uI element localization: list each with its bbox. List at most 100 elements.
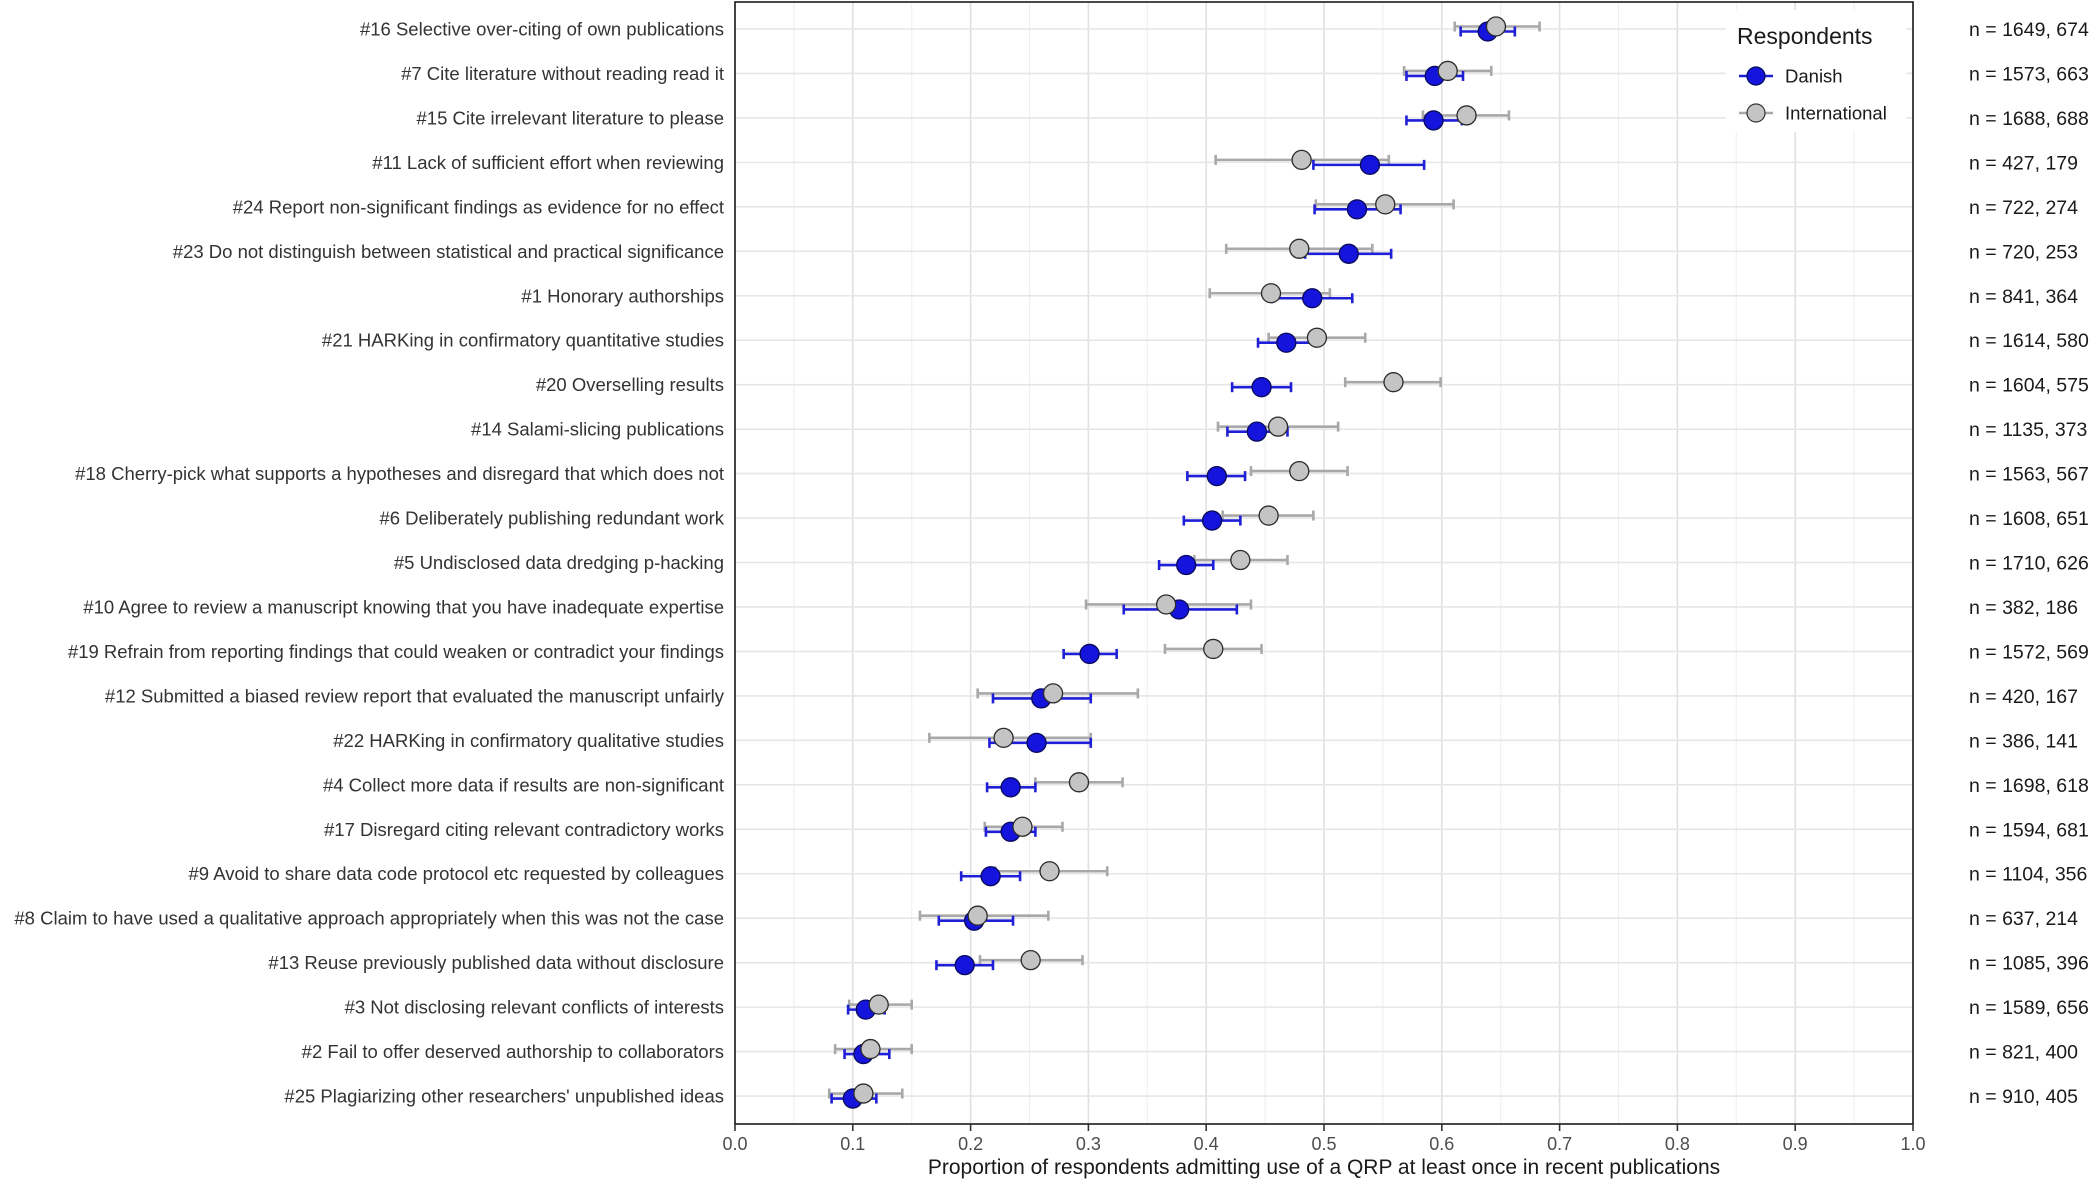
sample-size-label: n = 1572, 569 — [1969, 641, 2089, 663]
category-label: #22 HARKing in confirmatory qualitative … — [333, 730, 724, 751]
category-label: #25 Plagiarizing other researchers' unpu… — [284, 1086, 724, 1107]
international-point — [1042, 683, 1064, 704]
danish-point — [980, 866, 1001, 887]
series-marks — [827, 16, 1541, 1109]
sample-size-label: n = 637, 214 — [1969, 908, 2078, 930]
international-point — [1291, 149, 1312, 171]
category-label: #14 Salami-slicing publications — [471, 419, 724, 440]
international-point — [853, 1083, 874, 1104]
category-label: #13 Reuse previously published data with… — [268, 952, 724, 973]
sample-size-label: n = 1688, 688 — [1969, 108, 2089, 130]
x-tick-label: 0.8 — [1665, 1134, 1690, 1154]
x-tick-label: 1.0 — [1900, 1134, 1925, 1154]
international-point — [1375, 194, 1396, 215]
sample-size-label: n = 1589, 656 — [1969, 997, 2089, 1019]
sample-size-label: n = 1608, 651 — [1969, 508, 2089, 530]
x-tick-label: 0.6 — [1429, 1134, 1454, 1154]
sample-size-label: n = 722, 274 — [1969, 197, 2078, 219]
category-label: #23 Do not distinguish between statistic… — [173, 241, 724, 262]
sample-size-label: n = 1614, 580 — [1969, 330, 2089, 352]
x-tick-label: 0.4 — [1194, 1134, 1219, 1154]
danish-point — [1206, 465, 1227, 487]
gridlines — [734, 2, 1914, 1124]
international-point — [1456, 105, 1477, 126]
category-label: #12 Submitted a biased review report tha… — [105, 685, 725, 706]
danish-point — [1359, 154, 1381, 176]
danish-point — [1302, 288, 1323, 309]
international-point — [1485, 16, 1507, 37]
x-tick-label: 0.7 — [1547, 1134, 1572, 1154]
danish-point — [1251, 377, 1272, 398]
category-label: #17 Disregard citing relevant contradict… — [324, 819, 724, 840]
international-point — [1203, 638, 1224, 660]
danish-point — [1201, 510, 1223, 531]
international-point — [860, 1038, 881, 1060]
category-label: #6 Deliberately publishing redundant wor… — [379, 508, 724, 529]
sample-size-label: n = 1698, 618 — [1969, 775, 2089, 797]
sample-size-label: n = 841, 364 — [1969, 286, 2078, 308]
danish-point — [1079, 643, 1100, 665]
category-label: #20 Overselling results — [536, 374, 724, 395]
sample-size-label: n = 720, 253 — [1969, 241, 2078, 263]
legend-title: Respondents — [1737, 23, 1873, 49]
danish-point — [1423, 110, 1444, 131]
sample-size-label: n = 1104, 356 — [1969, 864, 2087, 886]
legend-international-dot-icon — [1746, 103, 1766, 123]
danish-point — [1246, 421, 1268, 442]
sample-size-label: n = 1135, 373 — [1969, 419, 2087, 441]
danish-point — [1346, 199, 1368, 220]
danish-point — [1026, 732, 1047, 754]
sample-size-label: n = 420, 167 — [1969, 686, 2078, 708]
sample-size-label: n = 386, 141 — [1969, 730, 2078, 752]
category-label: #15 Cite irrelevant literature to please — [417, 107, 724, 128]
sample-size-label: n = 382, 186 — [1969, 597, 2078, 619]
x-tick-label: 0.9 — [1783, 1134, 1808, 1154]
category-label: #8 Claim to have used a qualitative appr… — [14, 908, 724, 929]
legend: Respondents Danish International — [1726, 10, 1906, 132]
category-label: #16 Selective over-citing of own publica… — [360, 19, 724, 40]
sample-size-label: n = 1594, 681 — [1969, 819, 2089, 841]
category-label: #24 Report non-significant findings as e… — [233, 196, 724, 217]
sample-size-label: n = 1573, 663 — [1969, 63, 2089, 85]
sample-size-label: n = 427, 179 — [1969, 152, 2078, 174]
sample-size-label: n = 1563, 567 — [1969, 464, 2089, 486]
x-tick-label: 0.3 — [1076, 1134, 1101, 1154]
legend-entry-international: International — [1739, 103, 1887, 124]
x-tick-label: 0.2 — [958, 1134, 983, 1154]
international-point — [1230, 549, 1251, 571]
international-point — [1260, 283, 1282, 304]
category-label: #5 Undisclosed data dredging p-hacking — [394, 552, 724, 573]
x-tick-label: 0.5 — [1311, 1134, 1336, 1154]
x-axis: 0.0 0.1 0.2 0.3 0.4 0.5 0.6 0.7 0.8 0.9 1.0 — [722, 1124, 1926, 1154]
x-tick-label: 0.1 — [840, 1134, 865, 1154]
international-point — [1289, 460, 1310, 482]
legend-danish-dot-icon — [1746, 66, 1766, 86]
danish-point — [1338, 243, 1359, 264]
international-point — [1437, 60, 1458, 82]
international-point — [1383, 372, 1404, 393]
category-label: #7 Cite literature without reading read … — [401, 63, 724, 84]
category-label: #11 Lack of sufficient effort when revie… — [372, 152, 724, 173]
category-labels: #16 Selective over-citing of own publica… — [14, 19, 724, 1107]
category-label: #3 Not disclosing relevant conflicts of … — [345, 997, 724, 1018]
sample-size-label: n = 821, 400 — [1969, 1042, 2078, 1064]
danish-point — [1000, 777, 1021, 798]
category-label: #9 Avoid to share data code protocol etc… — [189, 863, 725, 884]
category-label: #21 HARKing in confirmatory quantitative… — [322, 330, 724, 351]
danish-point — [1276, 332, 1297, 353]
category-label: #18 Cherry-pick what supports a hypothes… — [75, 463, 724, 484]
sample-size-label: n = 1649, 674 — [1969, 19, 2089, 41]
international-point — [967, 905, 988, 926]
sample-size-labels: n = 1649, 674 n = 1573, 663 n = 1688, 688 n… — [1969, 19, 2089, 1108]
international-point — [1306, 327, 1328, 348]
legend-international-label: International — [1785, 103, 1887, 124]
sample-size-label: n = 1604, 575 — [1969, 375, 2089, 397]
category-label: #19 Refrain from reporting findings that… — [68, 641, 724, 662]
legend-danish-label: Danish — [1785, 66, 1843, 87]
sample-size-label: n = 910, 405 — [1969, 1086, 2078, 1108]
international-point — [1289, 238, 1310, 259]
international-point — [868, 994, 889, 1015]
